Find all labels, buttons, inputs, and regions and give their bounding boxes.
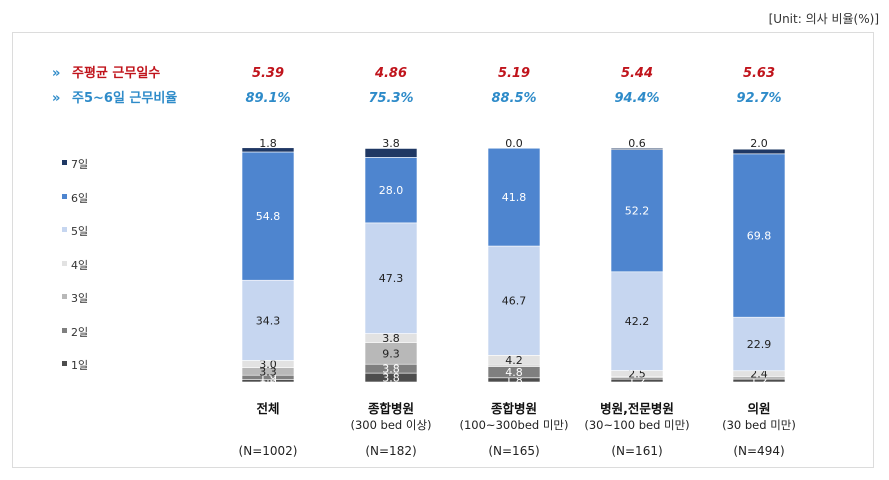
bar-segment <box>487 245 541 356</box>
bar-value-label: 1.8 <box>259 137 277 150</box>
category-label: 전체 <box>256 401 279 416</box>
sample-size-label: (N=165) <box>488 444 539 458</box>
legend-label: 2일 <box>71 325 88 339</box>
bar-value-label: 52.2 <box>625 205 650 218</box>
legend-swatch <box>62 261 67 266</box>
sample-size-label: (N=182) <box>365 444 416 458</box>
bar-segment <box>241 147 295 153</box>
bar-segment <box>364 157 418 224</box>
category-sublabel: (300 bed 이상) <box>350 418 431 432</box>
bar-value-label: 42.2 <box>625 315 650 328</box>
bar-value-label: 69.8 <box>747 230 772 243</box>
avg-days-label: 주평균 근무일수 <box>72 65 160 81</box>
bar-value-label: 3.8 <box>382 363 400 376</box>
ratio-value: 88.5% <box>491 91 536 106</box>
bar-segment <box>364 222 418 334</box>
bar-value-label: 0.6 <box>628 137 646 150</box>
bar-value-label: 28.0 <box>379 184 404 197</box>
legend-swatch <box>62 361 67 366</box>
sample-size-label: (N=161) <box>611 444 662 458</box>
avg-days-value: 4.86 <box>374 66 407 81</box>
bar-value-label: 9.3 <box>382 347 400 360</box>
sample-size-label: (N=494) <box>733 444 784 458</box>
bar-value-label: 54.8 <box>256 210 281 223</box>
bar-value-label: 41.8 <box>502 191 527 204</box>
legend-swatch <box>62 194 67 199</box>
legend-swatch <box>62 160 67 165</box>
bar-segment <box>732 316 786 372</box>
bar-segment <box>610 147 664 150</box>
ratio-value: 89.1% <box>245 91 290 106</box>
ratio-value: 75.3% <box>368 91 413 106</box>
bar-value-label: 3.3 <box>259 365 277 378</box>
legend-label: 3일 <box>71 291 88 305</box>
chart-frame <box>12 32 874 468</box>
summary-rows: » 주평균 근무일수 » 주5~6일 근무비율 5.39 89.1% 4.86 75.… <box>52 65 782 106</box>
bar-value-label: 3.8 <box>382 137 400 150</box>
avg-arrow-icon: » <box>52 66 60 81</box>
legend-label: 1일 <box>71 358 88 372</box>
ratio-label: 주5~6일 근무비율 <box>72 90 177 106</box>
ratio-value: 94.4% <box>614 91 659 106</box>
bar-value-label: 3.8 <box>382 372 400 385</box>
bar-value-label: 2.0 <box>750 137 768 150</box>
bar-value-label: 46.7 <box>502 295 527 308</box>
bar-segment <box>487 147 541 247</box>
category-label: 종합병원 <box>368 401 414 416</box>
ratio-arrow-icon: » <box>52 91 60 106</box>
legend-swatch <box>62 227 67 232</box>
bar-value-label: 22.9 <box>747 338 772 351</box>
legend-label: 6일 <box>71 191 88 205</box>
category-label: 병원,전문병원 <box>600 401 674 416</box>
bar-value-label: 4.2 <box>505 354 523 367</box>
bar-value-label: 4.8 <box>505 366 523 379</box>
bar-value-label: 34.3 <box>256 314 281 327</box>
sample-size-label: (N=1002) <box>239 444 298 458</box>
legend-label: 4일 <box>71 258 88 272</box>
category-label: 의원 <box>747 401 770 416</box>
bar-segment <box>241 279 295 361</box>
bar-value-label: 3.0 <box>259 358 277 371</box>
legend-swatch <box>62 294 67 299</box>
unit-label: [Unit: 의사 비율(%)] <box>768 12 879 26</box>
bar-value-label: 0.0 <box>505 137 523 150</box>
bars: 1.01.93.33.034.354.81.83.83.89.33.847.32… <box>241 137 786 388</box>
category-labels: 전체 (N=1002) 종합병원 (300 bed 이상) (N=182) 종합병원 (10… <box>239 401 796 458</box>
category-sublabel: (30 bed 미만) <box>722 418 796 432</box>
category-sublabel: (100~300bed 미만) <box>460 418 569 432</box>
bar-segment <box>732 153 786 318</box>
avg-days-value: 5.39 <box>252 66 284 81</box>
legend-swatch <box>62 328 67 333</box>
bar-segment <box>732 148 786 155</box>
avg-days-value: 5.19 <box>498 66 530 81</box>
avg-days-value: 5.63 <box>743 66 775 81</box>
bar-segment <box>610 271 664 371</box>
category-sublabel: (30~100 bed 미만) <box>584 418 689 432</box>
bar-value-label: 47.3 <box>379 272 404 285</box>
bar-segment <box>610 149 664 273</box>
ratio-value: 92.7% <box>736 91 781 106</box>
legend: 7일 6일 5일 4일 3일 2일 1일 <box>62 157 88 372</box>
legend-label: 5일 <box>71 224 88 238</box>
legend-label: 7일 <box>71 157 88 171</box>
avg-days-value: 5.44 <box>621 66 653 81</box>
bar-value-label: 3.8 <box>382 332 400 345</box>
bar-segment <box>364 148 418 158</box>
category-label: 종합병원 <box>491 401 537 416</box>
